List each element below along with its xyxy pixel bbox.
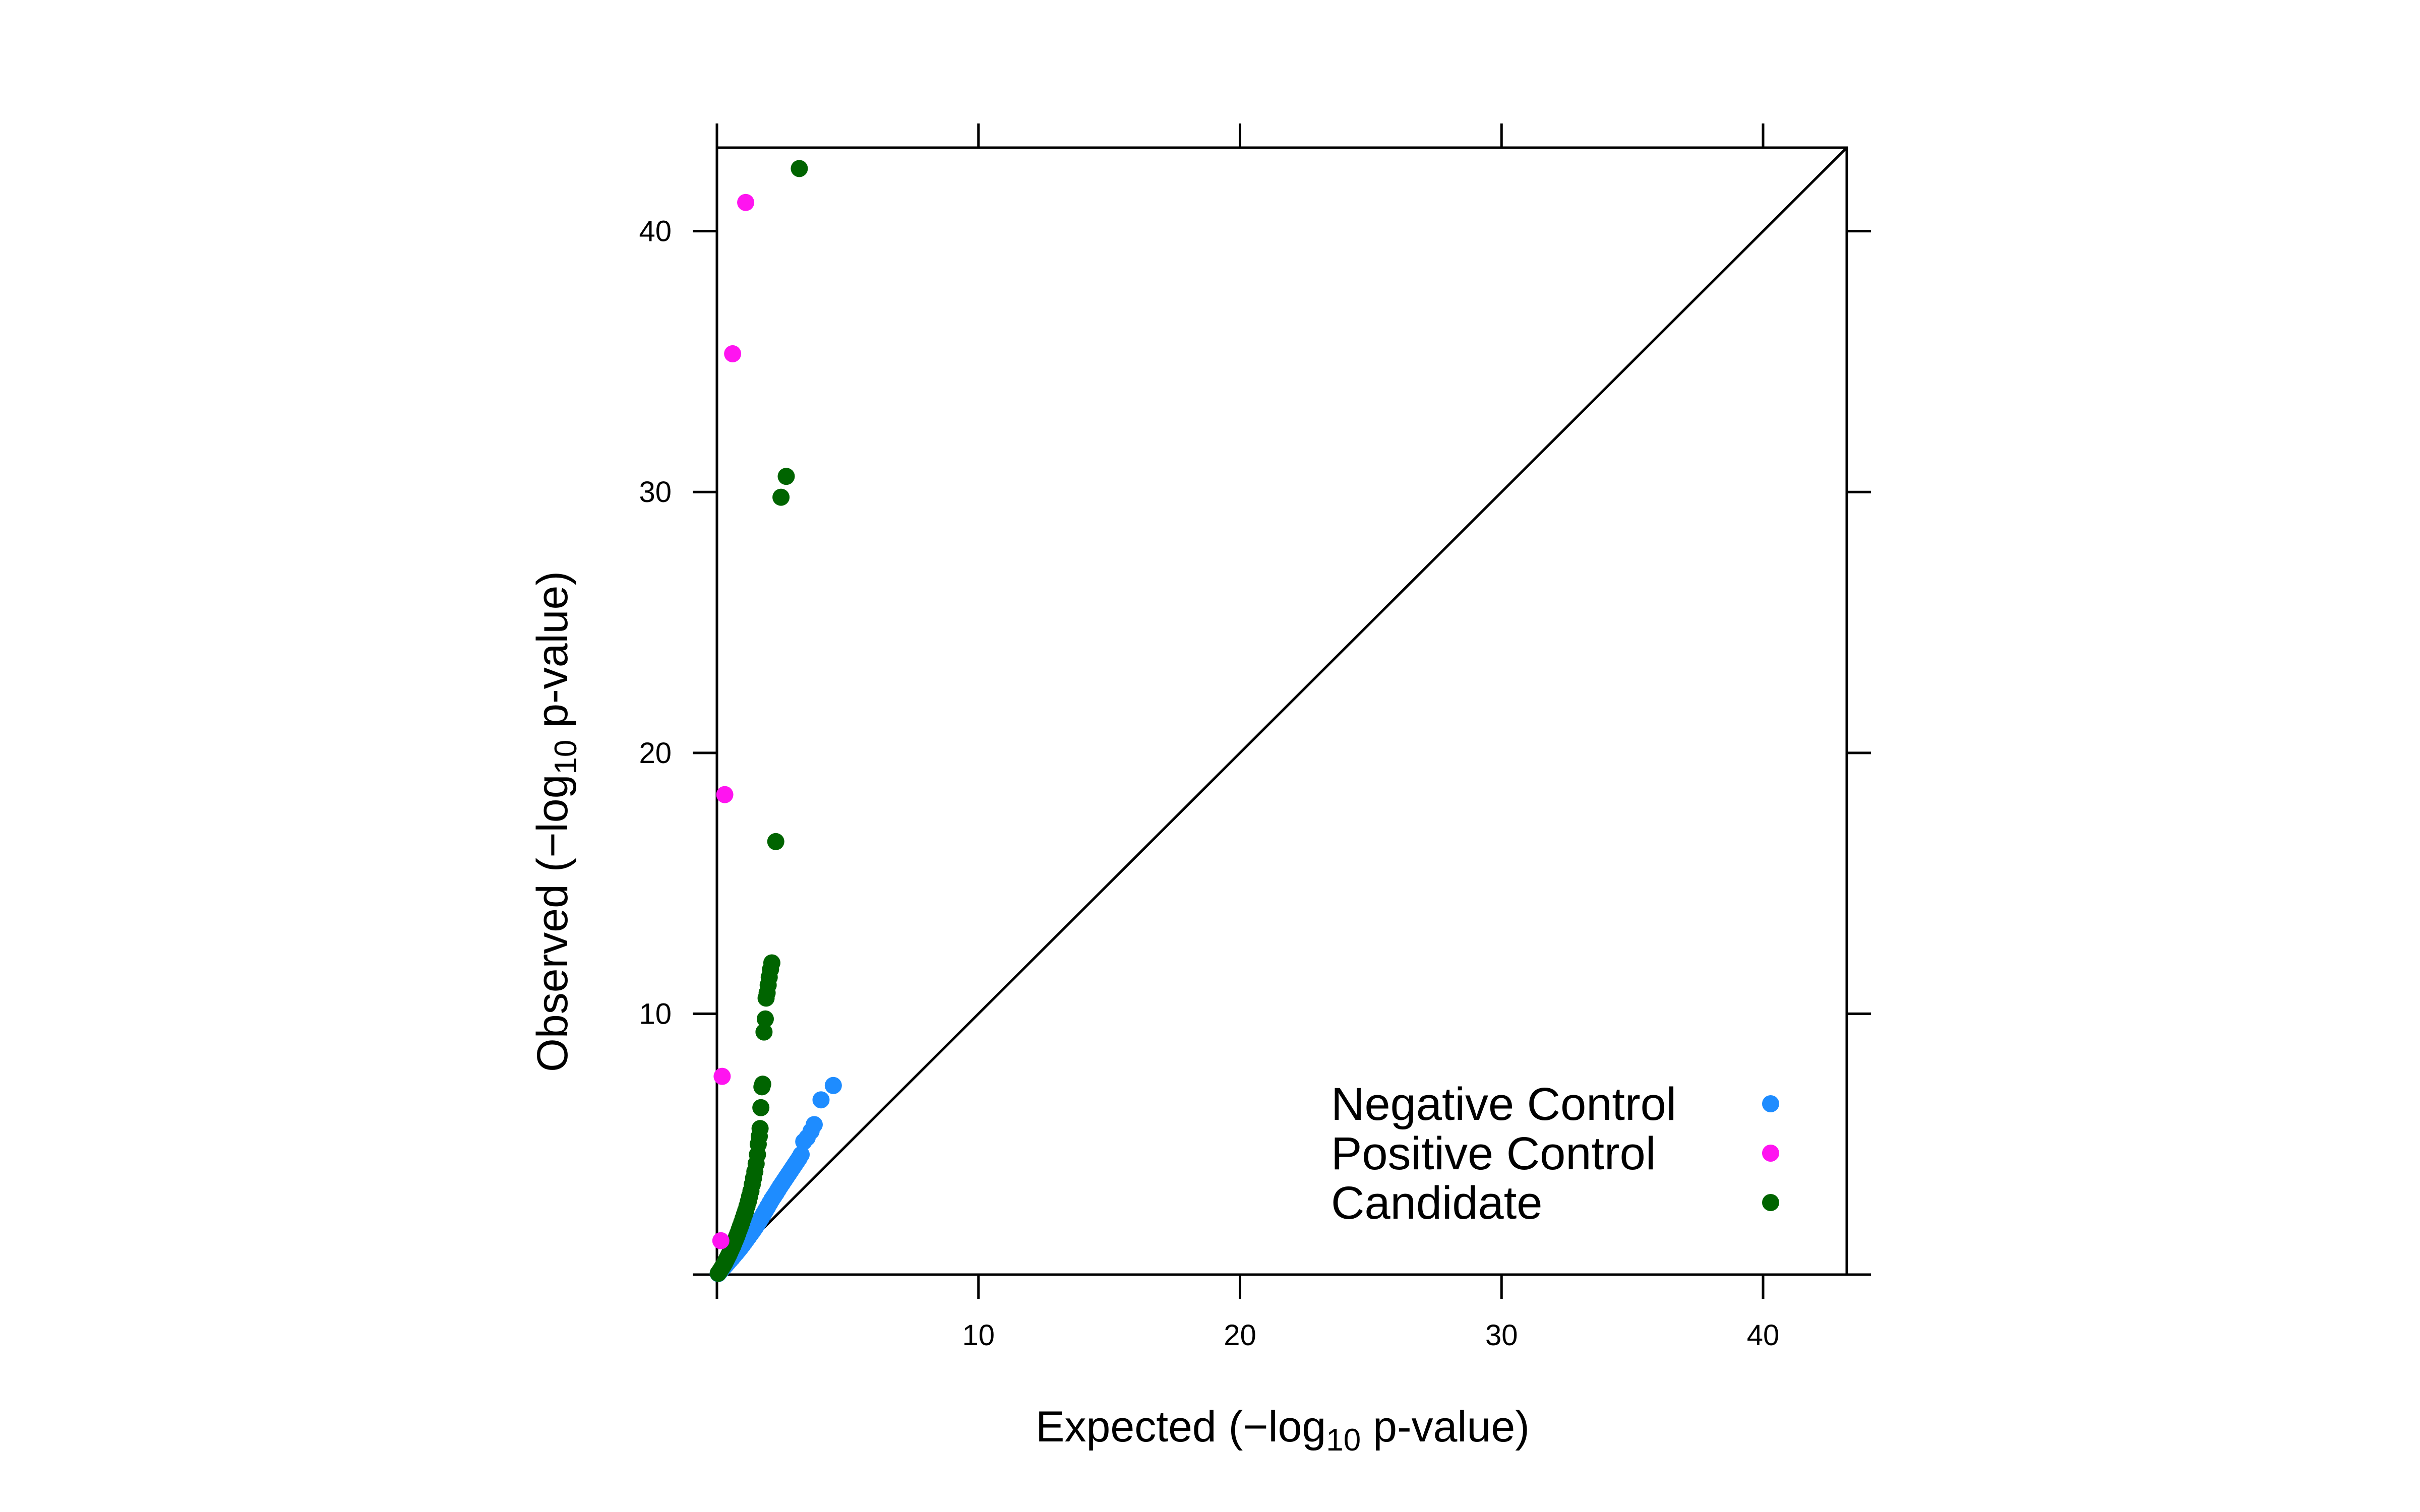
y-axis-title: Observed (−log10 p-value): [528, 571, 583, 1072]
data-point: [713, 1067, 731, 1085]
y-tick-label: 10: [639, 997, 672, 1030]
identity-line: [716, 147, 1848, 1276]
legend-marker: [1762, 1095, 1779, 1112]
data-point: [805, 1116, 823, 1133]
legend-marker: [1762, 1145, 1779, 1162]
data-point: [791, 160, 808, 177]
y-tick-label: 30: [639, 476, 672, 509]
data-point: [716, 786, 734, 803]
x-tick-label: 40: [1747, 1319, 1780, 1352]
x-tick-label: 10: [962, 1319, 995, 1352]
y-tick-label: 40: [639, 215, 672, 248]
data-point: [777, 468, 795, 485]
series-candidate: [709, 160, 808, 1282]
data-point: [754, 1076, 771, 1093]
legend-label: Candidate: [1331, 1177, 1542, 1229]
data-point: [824, 1077, 842, 1094]
y-tick-label: 20: [639, 737, 672, 770]
data-point: [751, 1120, 769, 1138]
series-positive-control: [712, 194, 755, 1249]
data-point: [772, 488, 790, 506]
data-point: [737, 194, 755, 211]
axis-tick-labels: 10 20 30 40 10 20 30 40: [639, 215, 1779, 1352]
x-tick-label: 20: [1224, 1319, 1256, 1352]
legend-marker: [1762, 1194, 1779, 1211]
data-point: [756, 1010, 774, 1028]
x-axis-title: Expected (−log10 p-value): [1036, 1403, 1530, 1458]
data-point: [763, 954, 780, 972]
axis-ticks: [693, 123, 1871, 1299]
plot-frame: [715, 146, 1848, 1276]
legend-label: Positive Control: [1331, 1128, 1656, 1179]
data-point: [767, 833, 784, 850]
data-point: [724, 345, 742, 362]
legend-label: Negative Control: [1331, 1079, 1676, 1130]
data-point: [755, 1023, 773, 1041]
data-point: [812, 1091, 830, 1109]
data-point: [712, 1232, 730, 1249]
data-points: [709, 160, 842, 1282]
data-point: [793, 1146, 810, 1163]
x-tick-label: 30: [1485, 1319, 1518, 1352]
data-point: [752, 1099, 770, 1116]
